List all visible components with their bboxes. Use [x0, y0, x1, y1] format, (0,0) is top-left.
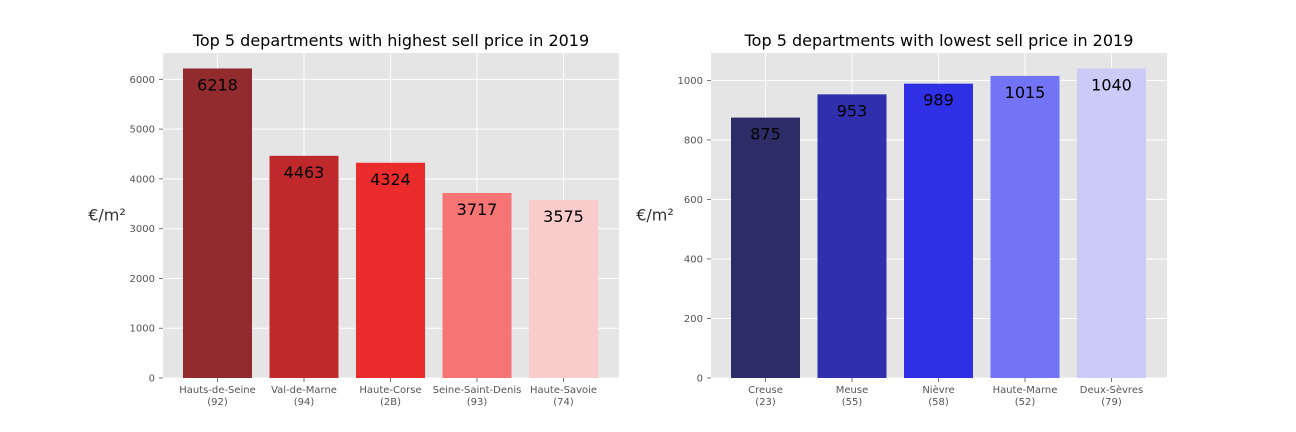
bar	[529, 200, 598, 378]
data-label: 3575	[543, 207, 584, 226]
ytick-label: 600	[684, 195, 703, 206]
ytick-label: 3000	[130, 224, 155, 235]
xtick-label-code: (79)	[1101, 397, 1122, 408]
chart-2: 02004006008001000875Creuse(23)953Meuse(5…	[636, 31, 1167, 408]
data-label: 1040	[1091, 75, 1132, 94]
ytick-label: 5000	[130, 125, 155, 136]
xtick-label-name: Val-de-Marne	[271, 385, 337, 396]
data-label: 953	[837, 101, 868, 120]
ytick-label: 800	[684, 135, 703, 146]
y-axis-label: €/m²	[88, 206, 126, 225]
xtick-label-code: (93)	[467, 397, 488, 408]
xtick-label-name: Haute-Savoie	[530, 385, 597, 396]
ytick-label: 4000	[130, 174, 155, 185]
ytick-label: 1000	[130, 324, 155, 335]
y-axis-label: €/m²	[636, 206, 674, 225]
xtick-label-name: Hauts-de-Seine	[179, 385, 256, 396]
xtick-label-code: (58)	[928, 397, 949, 408]
bar	[269, 155, 339, 378]
data-label: 3717	[457, 200, 498, 219]
bar	[990, 75, 1060, 379]
ytick-label: 2000	[130, 274, 155, 285]
ytick-label: 6000	[130, 75, 155, 86]
bar	[731, 117, 800, 378]
xtick-label-code: (2B)	[380, 397, 401, 408]
xtick-label-code: (94)	[294, 397, 315, 408]
chart-title: Top 5 departments with lowest sell price…	[744, 31, 1134, 50]
bar	[817, 94, 887, 378]
xtick-label-code: (55)	[842, 397, 863, 408]
data-label: 875	[750, 125, 781, 144]
chart-1: 0 1000 2000 3000 4000 5000 6000 6218 Hauts-de-Se…	[88, 31, 619, 408]
xtick-label-code: (23)	[755, 397, 776, 408]
ytick-label: 0	[149, 374, 155, 385]
xtick-label-name: Deux-Sèvres	[1080, 384, 1143, 396]
ytick-label: 200	[684, 314, 703, 325]
xtick-label-name: Haute-Marne	[993, 385, 1058, 396]
bar	[442, 192, 512, 378]
xtick-label-code: (92)	[207, 397, 228, 408]
bar	[904, 83, 973, 379]
data-label: 6218	[197, 75, 238, 94]
bar	[356, 162, 425, 378]
xtick-label-name: Meuse	[836, 385, 868, 396]
xtick-label-name: Nièvre	[922, 384, 954, 396]
data-label: 989	[923, 91, 954, 110]
xtick-label-name: Seine-Saint-Denis	[433, 385, 522, 396]
ytick-label: 0	[697, 374, 703, 385]
ytick-label: 1000	[678, 76, 703, 87]
data-label: 1015	[1005, 83, 1046, 102]
xtick-label-code: (52)	[1015, 397, 1036, 408]
data-label: 4324	[370, 170, 411, 189]
ytick-label: 400	[684, 254, 703, 265]
data-label: 4463	[284, 163, 325, 182]
chart-title: Top 5 departments with highest sell pric…	[192, 31, 589, 50]
xtick-label-name: Creuse	[748, 385, 783, 396]
xtick-label-name: Haute-Corse	[359, 385, 421, 396]
xtick-label-code: (74)	[553, 397, 574, 408]
bar	[1077, 68, 1146, 378]
bar	[183, 68, 252, 379]
